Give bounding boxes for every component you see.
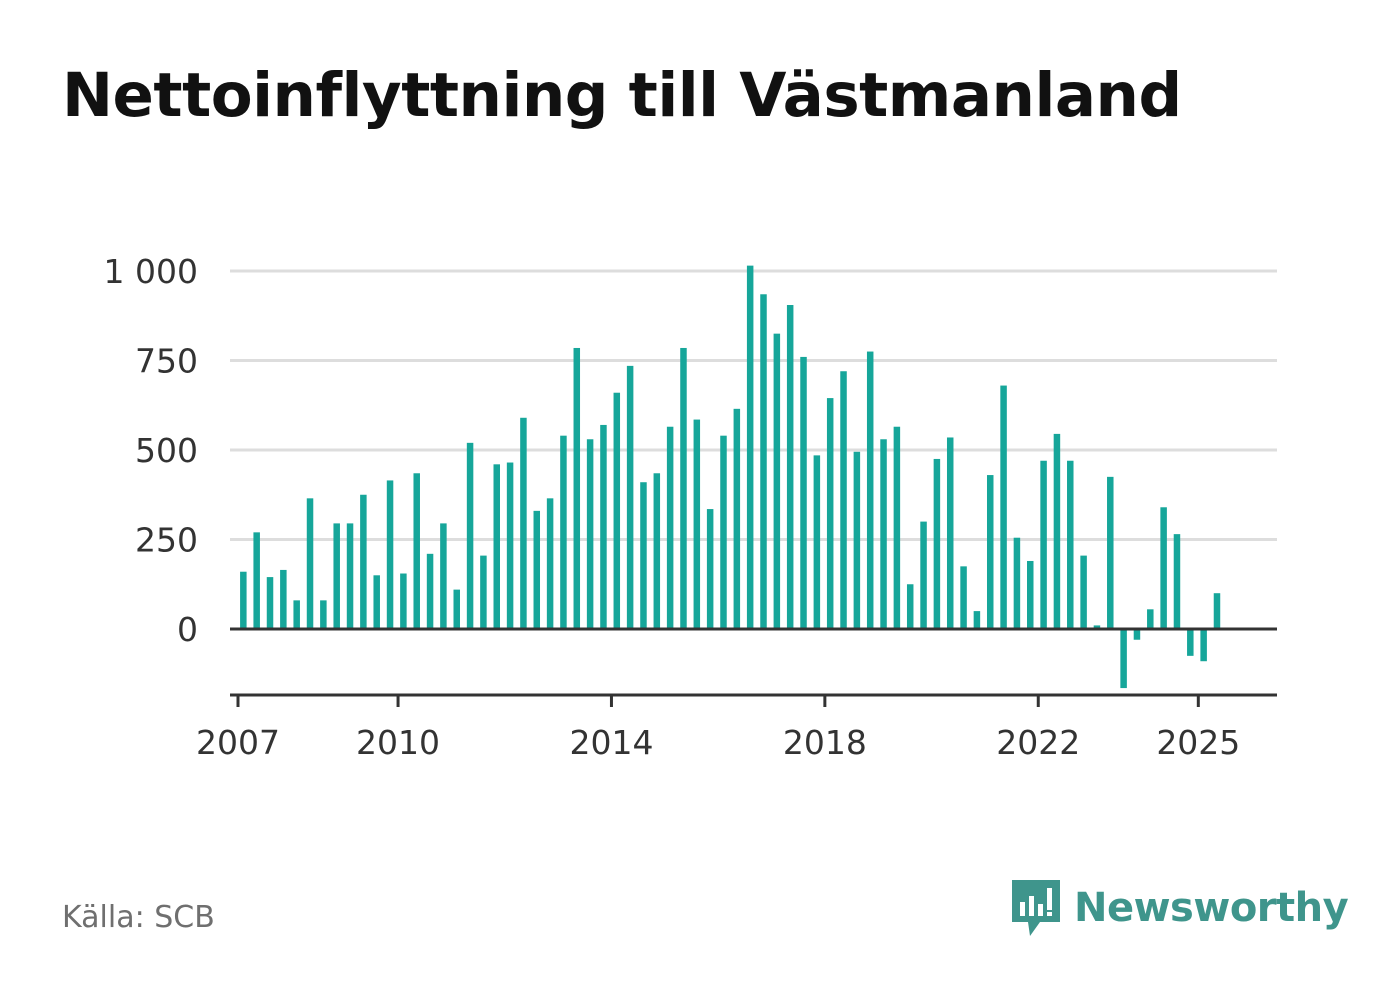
bar: [626, 365, 634, 629]
bar: [1080, 555, 1087, 629]
bar: [1093, 625, 1101, 629]
bar: [906, 584, 914, 629]
bar: [960, 566, 967, 629]
bar: [946, 437, 954, 629]
bar: [240, 571, 247, 629]
bar: [1000, 385, 1007, 629]
newsworthy-logo[interactable]: Newsworthy: [1010, 878, 1349, 938]
bar: [573, 347, 581, 629]
bar: [920, 521, 927, 629]
bar: [613, 392, 621, 629]
bar: [706, 509, 714, 629]
gridlines: [230, 269, 1277, 541]
y-tick-label: 1 000: [104, 252, 198, 291]
bar: [933, 458, 941, 629]
bar: [813, 455, 821, 629]
source-note: Källa: SCB: [62, 900, 215, 935]
x-axis-ticks: 2007 2010 2014 2018 2022 2025: [196, 695, 1240, 762]
bar: [320, 600, 327, 629]
bar: [880, 439, 887, 629]
bar: [493, 464, 501, 629]
bar: [1067, 460, 1074, 629]
bar: [1053, 433, 1061, 629]
bar: [1120, 629, 1127, 689]
bar: [1200, 629, 1207, 662]
bar: [640, 482, 647, 629]
bar: [360, 494, 367, 629]
bar: [533, 510, 541, 629]
bar: [546, 498, 554, 629]
bar: [466, 442, 474, 629]
bar: [413, 473, 420, 629]
bar: [746, 265, 754, 629]
bar: [666, 426, 674, 629]
bars: [240, 265, 1221, 689]
bar: [1133, 629, 1141, 640]
bar: [1147, 609, 1154, 629]
x-tick-label: 2007: [196, 723, 280, 762]
bar: [1013, 537, 1021, 629]
bar: [1173, 534, 1181, 629]
x-tick-label: 2022: [996, 723, 1080, 762]
bar: [560, 435, 567, 629]
bar: [373, 575, 380, 629]
bar: [1160, 507, 1167, 629]
x-tick-label: 2025: [1156, 723, 1240, 762]
bar: [426, 553, 434, 629]
bar: [586, 439, 594, 629]
bar: [1187, 629, 1194, 656]
y-axis-labels: 0 250 500 750 1 000: [104, 252, 198, 649]
y-tick-label: 750: [135, 342, 198, 381]
bar: [520, 417, 527, 629]
bar: [893, 426, 901, 629]
bar: [800, 356, 807, 629]
bar: [400, 573, 407, 629]
bar: [773, 333, 781, 629]
chart-title: Nettoinflyttning till Västmanland: [62, 60, 1182, 131]
x-tick-label: 2014: [569, 723, 653, 762]
bar: [1213, 593, 1221, 629]
bar: [840, 371, 847, 629]
bar: [280, 569, 287, 629]
bar: [386, 480, 394, 629]
bar: [853, 451, 861, 629]
bar: [733, 408, 741, 629]
brand-name: Newsworthy: [1074, 885, 1349, 931]
bar: [266, 577, 274, 629]
bar: [1027, 560, 1034, 629]
bar: [826, 398, 834, 629]
bar: [293, 600, 300, 629]
bar: [480, 555, 487, 629]
bar: [306, 498, 314, 629]
bar: [693, 419, 701, 629]
bar: [333, 523, 340, 629]
bar: [1107, 476, 1114, 629]
x-tick-label: 2010: [356, 723, 440, 762]
bar: [760, 294, 767, 629]
bar: [680, 347, 687, 629]
bar: [786, 305, 794, 629]
bar: [986, 475, 994, 629]
y-tick-label: 0: [177, 610, 198, 649]
bar: [440, 523, 447, 629]
y-tick-label: 500: [135, 431, 198, 470]
bar: [866, 351, 874, 629]
newsworthy-logo-icon: [1012, 880, 1060, 936]
bar: [453, 589, 460, 629]
x-tick-label: 2018: [783, 723, 867, 762]
bar: [1040, 460, 1047, 629]
bar: [600, 424, 607, 629]
bar: [973, 611, 981, 629]
bar: [653, 473, 661, 629]
bar: [253, 532, 260, 629]
bar: [506, 462, 514, 629]
bar: [346, 523, 354, 629]
y-tick-label: 250: [135, 521, 198, 560]
bar: [720, 435, 727, 629]
